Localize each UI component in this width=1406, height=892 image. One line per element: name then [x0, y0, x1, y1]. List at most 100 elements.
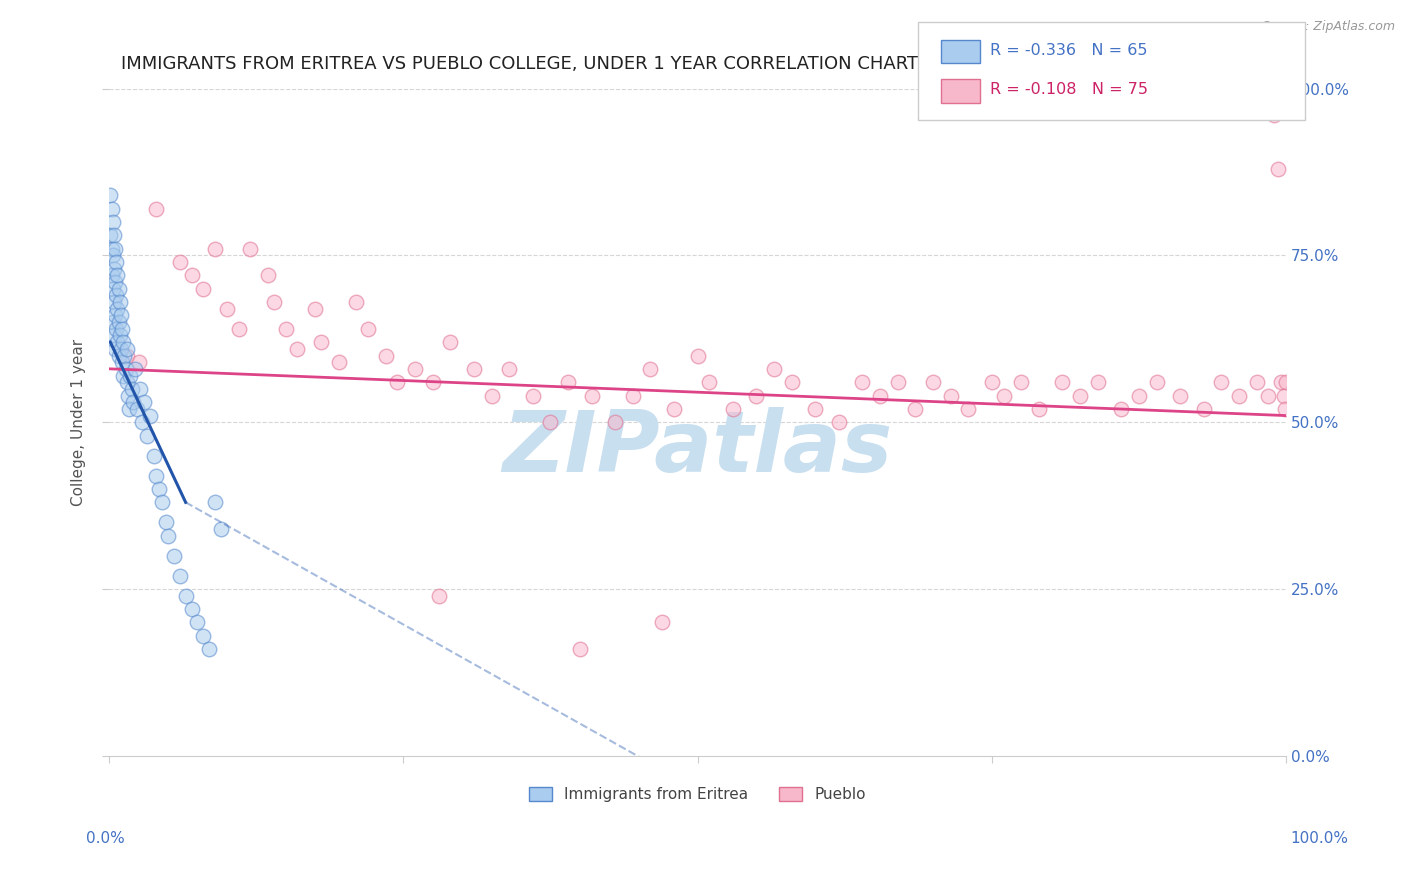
Point — [100, 202, 122, 216]
Point — [193, 282, 215, 296]
Point — [745, 388, 768, 402]
Point — [344, 295, 367, 310]
Point — [1227, 388, 1250, 402]
Point — [886, 375, 908, 389]
Point — [568, 642, 591, 657]
Point — [328, 355, 350, 369]
Point — [481, 388, 503, 402]
Point — [1028, 401, 1050, 416]
Point — [108, 328, 131, 343]
Point — [498, 362, 520, 376]
Point — [101, 215, 124, 229]
Point — [110, 342, 132, 356]
Point — [100, 268, 122, 283]
Point — [263, 295, 285, 310]
Point — [169, 255, 191, 269]
Text: 100.0%: 100.0% — [1289, 831, 1348, 846]
Point — [156, 529, 179, 543]
Point — [145, 468, 167, 483]
Point — [697, 375, 720, 389]
Point — [127, 401, 149, 416]
Point — [114, 362, 136, 376]
Point — [107, 349, 129, 363]
Text: 0.0%: 0.0% — [86, 831, 125, 846]
Point — [135, 428, 157, 442]
Point — [686, 349, 709, 363]
Point — [107, 315, 129, 329]
Point — [1263, 108, 1285, 122]
Point — [115, 342, 138, 356]
Point — [131, 415, 153, 429]
Point — [228, 322, 250, 336]
Point — [463, 362, 485, 376]
Point — [1274, 401, 1296, 416]
Y-axis label: College, Under 1 year: College, Under 1 year — [72, 339, 86, 506]
Point — [139, 409, 162, 423]
Point — [101, 282, 124, 296]
Point — [107, 282, 129, 296]
Text: IMMIGRANTS FROM ERITREA VS PUEBLO COLLEGE, UNDER 1 YEAR CORRELATION CHART: IMMIGRANTS FROM ERITREA VS PUEBLO COLLEG… — [121, 55, 918, 73]
Point — [105, 335, 128, 350]
Point — [1146, 375, 1168, 389]
Point — [540, 415, 562, 429]
Point — [174, 589, 197, 603]
Point — [117, 388, 139, 402]
Point — [357, 322, 380, 336]
Point — [180, 268, 202, 283]
Point — [939, 388, 962, 402]
Point — [103, 261, 125, 276]
Point — [193, 629, 215, 643]
Point — [957, 401, 980, 416]
Point — [1275, 375, 1298, 389]
Point — [204, 495, 226, 509]
Point — [404, 362, 426, 376]
Point — [1010, 375, 1032, 389]
Point — [100, 242, 122, 256]
Point — [662, 401, 685, 416]
Point — [111, 355, 134, 369]
Point — [150, 495, 173, 509]
Point — [1246, 375, 1268, 389]
Point — [105, 322, 128, 336]
Point — [155, 516, 177, 530]
Point — [186, 615, 208, 630]
Point — [104, 242, 127, 256]
Point — [103, 328, 125, 343]
Point — [114, 349, 136, 363]
Point — [115, 375, 138, 389]
Text: R = -0.108   N = 75: R = -0.108 N = 75 — [990, 82, 1147, 96]
Point — [115, 349, 138, 363]
Point — [104, 275, 127, 289]
Point — [605, 415, 627, 429]
Point — [1192, 401, 1215, 416]
Point — [1069, 388, 1091, 402]
Text: ZIPatlas: ZIPatlas — [502, 408, 893, 491]
Point — [557, 375, 579, 389]
Point — [198, 642, 221, 657]
Point — [105, 268, 128, 283]
Point — [1272, 388, 1295, 402]
Point — [1168, 388, 1191, 402]
Point — [721, 401, 744, 416]
Point — [1211, 375, 1233, 389]
Point — [148, 482, 170, 496]
Point — [439, 335, 461, 350]
Point — [581, 388, 603, 402]
Point — [780, 375, 803, 389]
Point — [163, 549, 186, 563]
Point — [1109, 401, 1132, 416]
Text: Source: ZipAtlas.com: Source: ZipAtlas.com — [1261, 20, 1395, 33]
Point — [134, 395, 156, 409]
Point — [763, 362, 786, 376]
Point — [104, 309, 127, 323]
Point — [309, 335, 332, 350]
Point — [118, 401, 141, 416]
Text: R = -0.336   N = 65: R = -0.336 N = 65 — [990, 44, 1147, 58]
Point — [274, 322, 297, 336]
Point — [869, 388, 891, 402]
Point — [851, 375, 873, 389]
Point — [180, 602, 202, 616]
Point — [621, 388, 644, 402]
Point — [108, 295, 131, 310]
Point — [215, 301, 238, 316]
